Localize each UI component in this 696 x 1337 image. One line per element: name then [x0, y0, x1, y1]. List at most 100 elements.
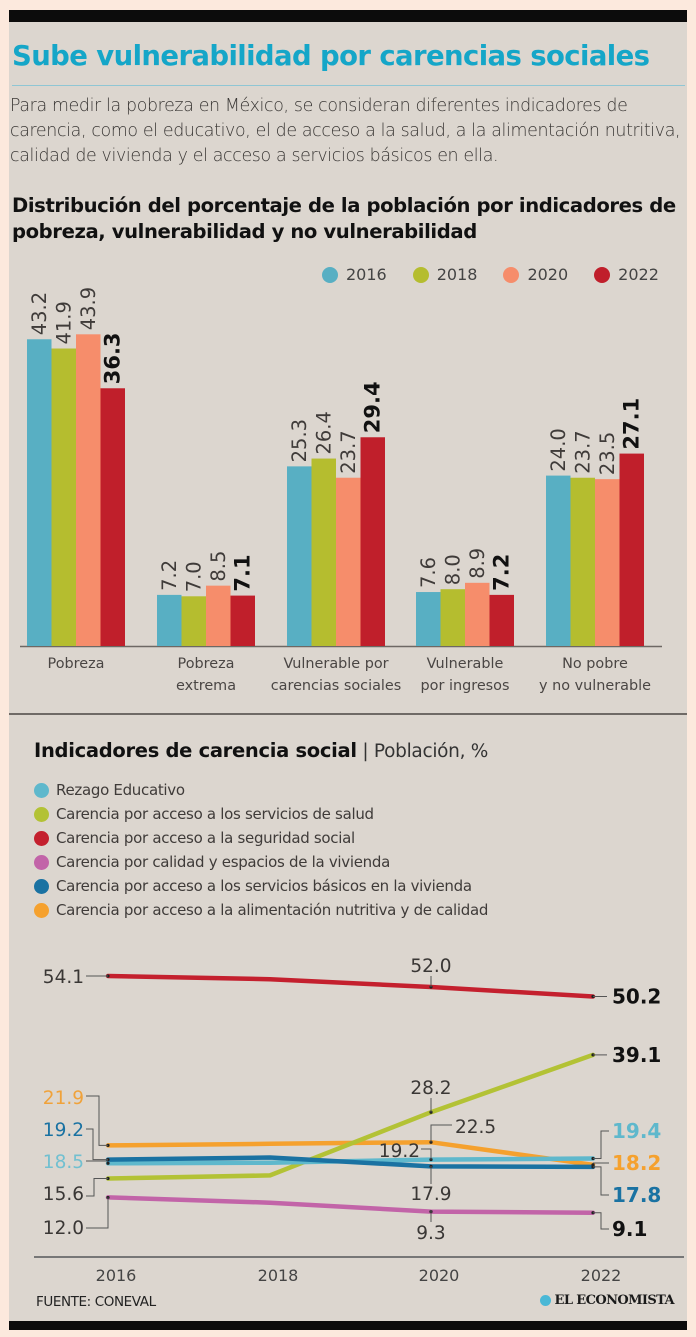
bar-value-label: 8.0 [442, 554, 465, 585]
bar-2020-3 [465, 582, 490, 646]
bar-value-label: 25.3 [288, 419, 311, 462]
legend-label: Rezago Educativo [56, 781, 185, 799]
bar-chart-title: Distribución del porcentaje de la poblac… [12, 194, 676, 243]
bar-2022-3 [489, 594, 514, 646]
line-value-label: 21.9 [43, 1088, 84, 1109]
category-label: Pobreza extrema [131, 653, 281, 697]
line-value-label: 9.3 [416, 1223, 445, 1244]
bar-2018-2 [311, 458, 336, 646]
line-value-label: 12.0 [43, 1218, 84, 1239]
legend-item: Rezago Educativo [34, 778, 488, 802]
data-point [429, 1140, 433, 1144]
bar-value-label: 43.2 [28, 292, 51, 335]
line-value-label: 19.4 [612, 1119, 661, 1143]
legend-dot-icon [34, 830, 49, 846]
infographic-panel [9, 10, 687, 1330]
bar-value-label: 41.9 [53, 301, 76, 344]
line-value-label: 18.2 [612, 1151, 661, 1175]
bar-2022-2 [360, 437, 385, 646]
legend-label: Carencia por acceso a la seguridad socia… [56, 829, 355, 847]
bar-2020-1 [206, 585, 231, 646]
bar-2018-1 [181, 596, 206, 646]
legend-dot-icon [503, 266, 520, 283]
bar-value-label: 26.4 [313, 411, 336, 454]
line-value-label: 39.1 [612, 1043, 661, 1067]
bar-value-label: 7.1 [231, 554, 255, 591]
intro-paragraph: Para medir la pobreza en México, se cons… [10, 96, 681, 166]
line-value-label: 18.5 [43, 1152, 84, 1173]
legend-item: Carencia por acceso a la alimentación nu… [34, 898, 488, 922]
bar-2020-2 [336, 477, 361, 646]
leader-line [593, 1212, 609, 1230]
legend-item: Carencia por acceso a los servicios de s… [34, 802, 488, 826]
brand-logo: EL ECONOMISTA [539, 1293, 675, 1308]
line-value-label: 50.2 [612, 985, 661, 1009]
category-label: Vulnerable por carencias sociales [261, 653, 411, 697]
line-series-3 [105, 1195, 596, 1215]
leader-line [593, 1166, 609, 1196]
line-value-label: 28.2 [410, 1078, 451, 1099]
leader-line [421, 1148, 432, 1160]
legend-label: 2016 [346, 265, 387, 284]
legend-item: Carencia por acceso a los servicios bási… [34, 874, 488, 898]
legend-dot-icon [594, 266, 611, 283]
x-tick-2016: 2016 [95, 1266, 137, 1285]
brand-logo-icon [539, 1295, 551, 1306]
bar-2018-0 [51, 348, 76, 646]
legend-label: Carencia por acceso a la alimentación nu… [56, 901, 489, 919]
bar-value-label: 23.7 [572, 430, 595, 473]
bar-value-label: 7.0 [183, 561, 206, 592]
line-value-label: 54.1 [43, 967, 84, 988]
legend-item: Carencia por calidad y espacios de la vi… [34, 850, 488, 874]
bar-2018-3 [440, 589, 465, 646]
bar-value-label: 7.2 [490, 554, 514, 591]
line-value-label: 9.1 [612, 1217, 647, 1241]
category-label-line: Vulnerable [426, 656, 504, 672]
leader-line [86, 1178, 108, 1197]
legend-label: Carencia por acceso a los servicios de s… [56, 805, 374, 823]
bottom-border-bar [9, 1321, 687, 1330]
line-value-label: 17.9 [410, 1184, 451, 1205]
line-chart-subtitle: Población, % [373, 741, 489, 762]
bar-value-label: 23.5 [596, 432, 619, 475]
leader-line [86, 1197, 109, 1229]
legend-dot-icon [322, 266, 338, 283]
leader-line [86, 1095, 108, 1146]
category-label-line: carencias sociales [270, 678, 402, 694]
bar-chart: 43.2 41.9 43.936.37.2 7.0 8.5 7.125.3 26.4 23.7… [20, 287, 662, 648]
bar-value-label: 29.4 [361, 381, 385, 433]
bar-2016-3 [416, 592, 441, 646]
category-label: Vulnerable por ingresos [390, 653, 540, 697]
x-tick-2020: 2020 [418, 1266, 460, 1285]
legend-dot-icon [34, 782, 49, 798]
line-value-label: 19.2 [379, 1141, 420, 1162]
line-chart-x-axis [34, 1256, 684, 1258]
page-title: Sube vulnerabilidad por carencias social… [12, 40, 650, 72]
legend-dot-icon [34, 878, 49, 894]
x-tick-2022: 2022 [580, 1266, 622, 1285]
bar-value-label: 8.5 [207, 551, 230, 582]
bar-value-label: 24.0 [547, 428, 570, 471]
top-border-bar [9, 10, 687, 22]
leader-line [593, 1130, 609, 1159]
line-series-1 [105, 1052, 596, 1181]
category-label-line: por ingresos [420, 678, 510, 694]
line-chart-title-separator: | [356, 741, 374, 762]
line-value-label: 19.2 [43, 1120, 84, 1141]
bar-value-label: 43.9 [77, 287, 100, 330]
bar-2016-4 [546, 475, 571, 646]
title-divider [12, 85, 685, 86]
x-tick-2018: 2018 [257, 1266, 299, 1285]
category-label-line: extrema [175, 678, 237, 694]
legend-dot-icon [34, 806, 49, 822]
legend-dot-icon [412, 266, 429, 283]
legend-label: 2018 [436, 265, 478, 284]
legend-item: Carencia por acceso a la seguridad socia… [34, 826, 488, 850]
bar-2022-0 [100, 388, 125, 646]
category-label-line: No pobre [562, 656, 628, 672]
section-divider [9, 713, 687, 715]
legend-dot-icon [34, 902, 49, 918]
line-series-2 [105, 973, 596, 999]
legend-label: 2020 [527, 265, 569, 284]
